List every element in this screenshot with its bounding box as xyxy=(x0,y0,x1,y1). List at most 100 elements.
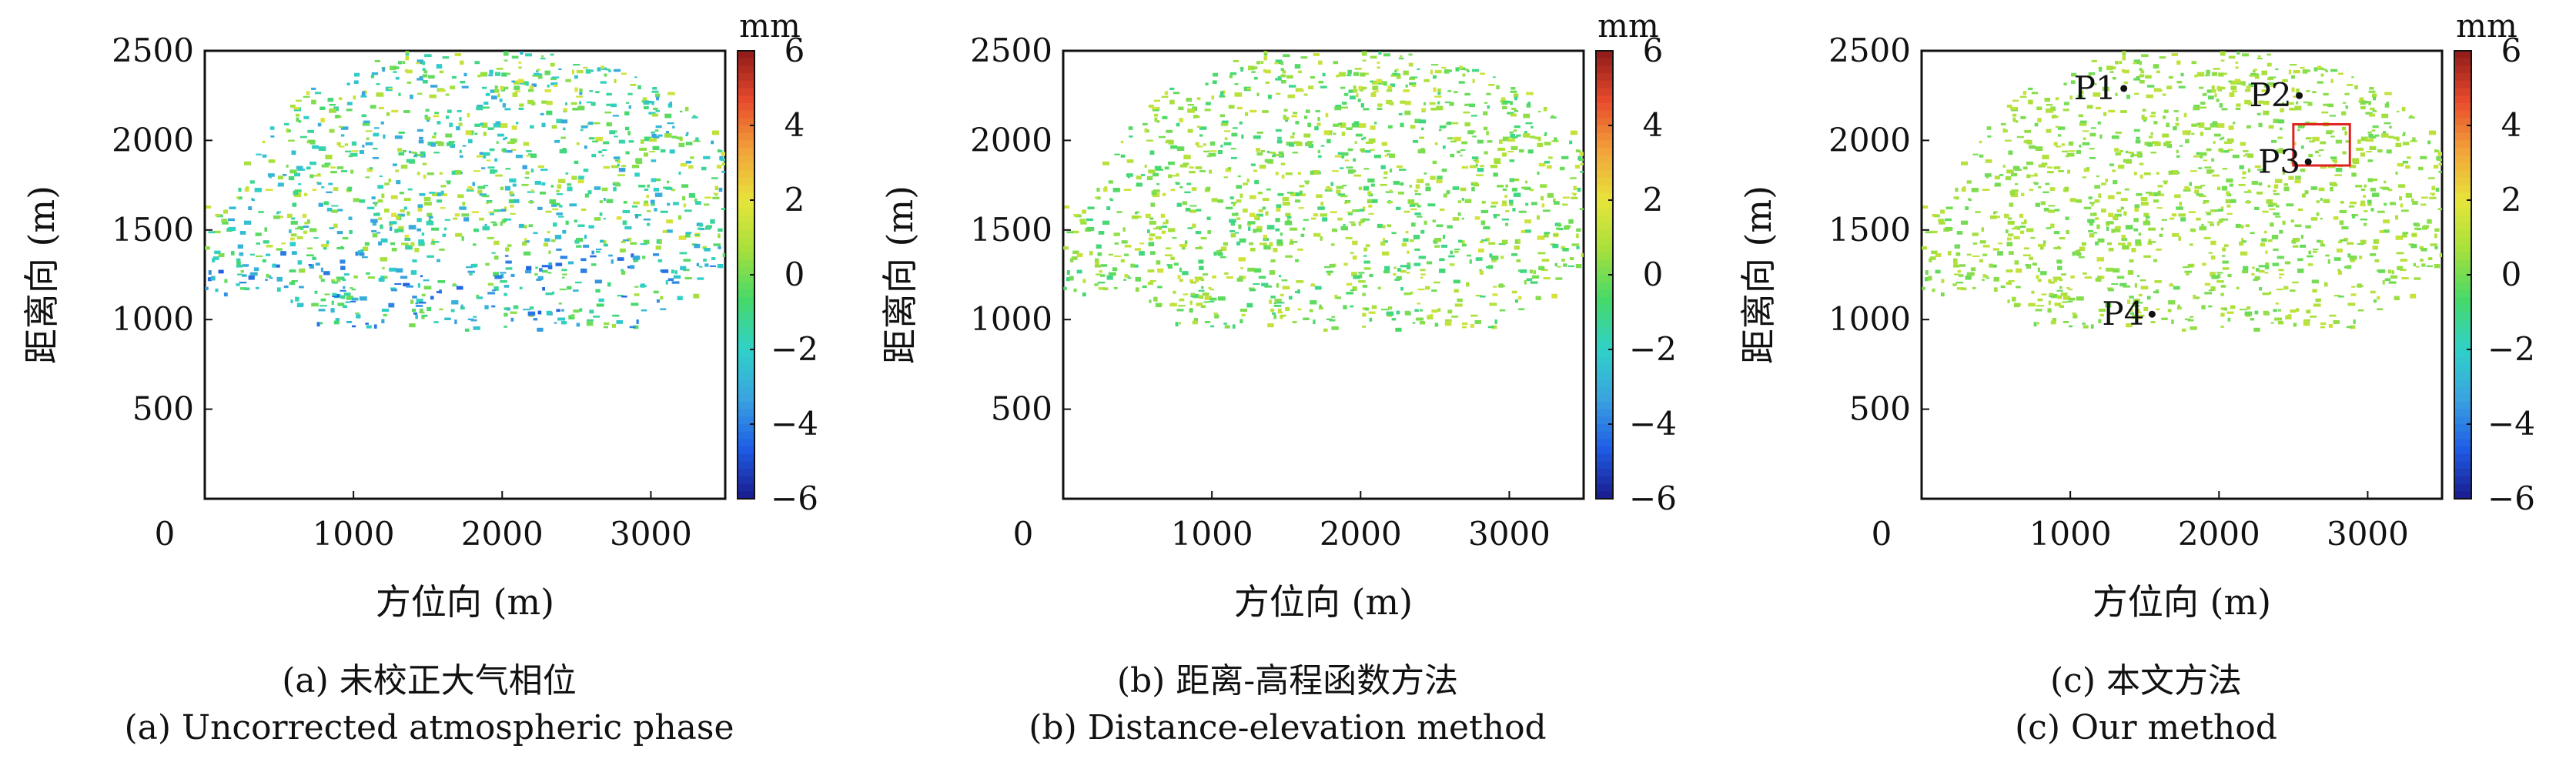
deformation-point xyxy=(2152,141,2159,144)
deformation-point xyxy=(350,300,356,302)
deformation-point xyxy=(1330,243,1335,246)
deformation-point xyxy=(644,100,652,104)
deformation-point xyxy=(2012,99,2019,102)
deformation-point xyxy=(1326,185,1330,189)
deformation-point xyxy=(2352,213,2356,219)
deformation-point xyxy=(2004,129,2008,132)
colorbar-tick-label: −2 xyxy=(1629,330,1677,368)
deformation-point xyxy=(1464,122,1470,127)
deformation-point xyxy=(291,217,296,220)
deformation-point xyxy=(493,286,499,291)
deformation-point xyxy=(2026,161,2033,165)
deformation-point xyxy=(1470,115,1478,117)
deformation-point xyxy=(1511,135,1518,139)
deformation-point xyxy=(2371,93,2377,98)
point-marker-p3 xyxy=(2304,158,2312,165)
deformation-point xyxy=(1303,133,1311,138)
deformation-point xyxy=(2331,183,2338,187)
deformation-point xyxy=(1263,234,1268,238)
deformation-point xyxy=(540,55,544,58)
colorbar-segment xyxy=(1596,192,1613,201)
deformation-point xyxy=(1253,169,1258,172)
deformation-point xyxy=(1343,262,1348,266)
deformation-point xyxy=(1225,168,1232,172)
deformation-point xyxy=(1383,240,1388,243)
deformation-point xyxy=(1135,216,1142,219)
deformation-point xyxy=(1494,213,1497,219)
deformation-point xyxy=(1562,247,1569,252)
deformation-point xyxy=(2212,121,2218,125)
colorbar-segment xyxy=(738,192,754,201)
colorbar-segment xyxy=(738,431,754,439)
deformation-point xyxy=(530,189,534,192)
deformation-point xyxy=(1341,152,1349,156)
deformation-point xyxy=(2007,233,2014,237)
deformation-point xyxy=(1507,138,1516,142)
deformation-point xyxy=(588,137,595,140)
deformation-point xyxy=(1454,303,1463,307)
deformation-point xyxy=(2140,286,2149,290)
colorbar-tick-label: 0 xyxy=(1643,256,1664,293)
deformation-point xyxy=(432,192,440,196)
deformation-point xyxy=(1524,131,1527,134)
deformation-point xyxy=(380,224,383,229)
colorbar-segment xyxy=(2454,334,2471,343)
deformation-point xyxy=(1224,137,1228,141)
deformation-point xyxy=(1992,264,1997,268)
deformation-point xyxy=(640,243,647,246)
deformation-point xyxy=(1219,249,1223,253)
deformation-point xyxy=(1221,120,1229,123)
deformation-point xyxy=(1420,273,1426,276)
deformation-point xyxy=(2290,75,2295,79)
deformation-point xyxy=(323,271,330,276)
deformation-point xyxy=(718,246,721,249)
deformation-point xyxy=(1315,110,1320,112)
plot-frame xyxy=(1920,49,2444,500)
deformation-point xyxy=(244,161,252,165)
deformation-point xyxy=(490,169,496,174)
deformation-point xyxy=(507,141,515,145)
deformation-point xyxy=(410,94,413,99)
deformation-point xyxy=(1340,123,1347,128)
deformation-point xyxy=(291,251,297,256)
deformation-point xyxy=(2198,167,2203,169)
deformation-point xyxy=(1514,96,1517,101)
deformation-point xyxy=(1488,83,1495,86)
deformation-point xyxy=(2271,235,2279,239)
deformation-point xyxy=(2107,242,2112,246)
deformation-point xyxy=(2284,261,2291,265)
deformation-point xyxy=(1368,212,1374,215)
deformation-point xyxy=(1409,77,1416,81)
deformation-point xyxy=(2210,286,2216,291)
deformation-point xyxy=(2123,285,2130,288)
deformation-point xyxy=(1274,62,1279,65)
deformation-point xyxy=(1234,92,1243,97)
deformation-point xyxy=(1396,165,1403,169)
deformation-point xyxy=(326,191,333,194)
deformation-point xyxy=(563,108,568,112)
deformation-point xyxy=(464,328,470,332)
deformation-point xyxy=(454,213,460,217)
x-axis-label: 方位向 (m) xyxy=(376,581,554,623)
deformation-point xyxy=(721,152,725,156)
deformation-point xyxy=(2012,165,2020,170)
deformation-point xyxy=(2203,236,2211,239)
deformation-point xyxy=(289,169,297,174)
deformation-point xyxy=(353,198,360,202)
deformation-point xyxy=(2401,106,2406,112)
deformation-point xyxy=(383,134,386,139)
deformation-point xyxy=(486,159,491,162)
deformation-point xyxy=(562,229,567,234)
deformation-point xyxy=(1513,192,1521,197)
deformation-point xyxy=(599,200,603,203)
colorbar-segment xyxy=(1596,73,1613,82)
deformation-point xyxy=(2006,237,2012,241)
deformation-point xyxy=(338,125,343,128)
deformation-point xyxy=(1389,168,1393,173)
deformation-point xyxy=(510,317,514,322)
deformation-point xyxy=(550,239,556,242)
deformation-point xyxy=(1434,95,1442,98)
deformation-point xyxy=(2016,286,2021,289)
deformation-point xyxy=(2288,314,2292,318)
deformation-point xyxy=(2141,54,2149,58)
